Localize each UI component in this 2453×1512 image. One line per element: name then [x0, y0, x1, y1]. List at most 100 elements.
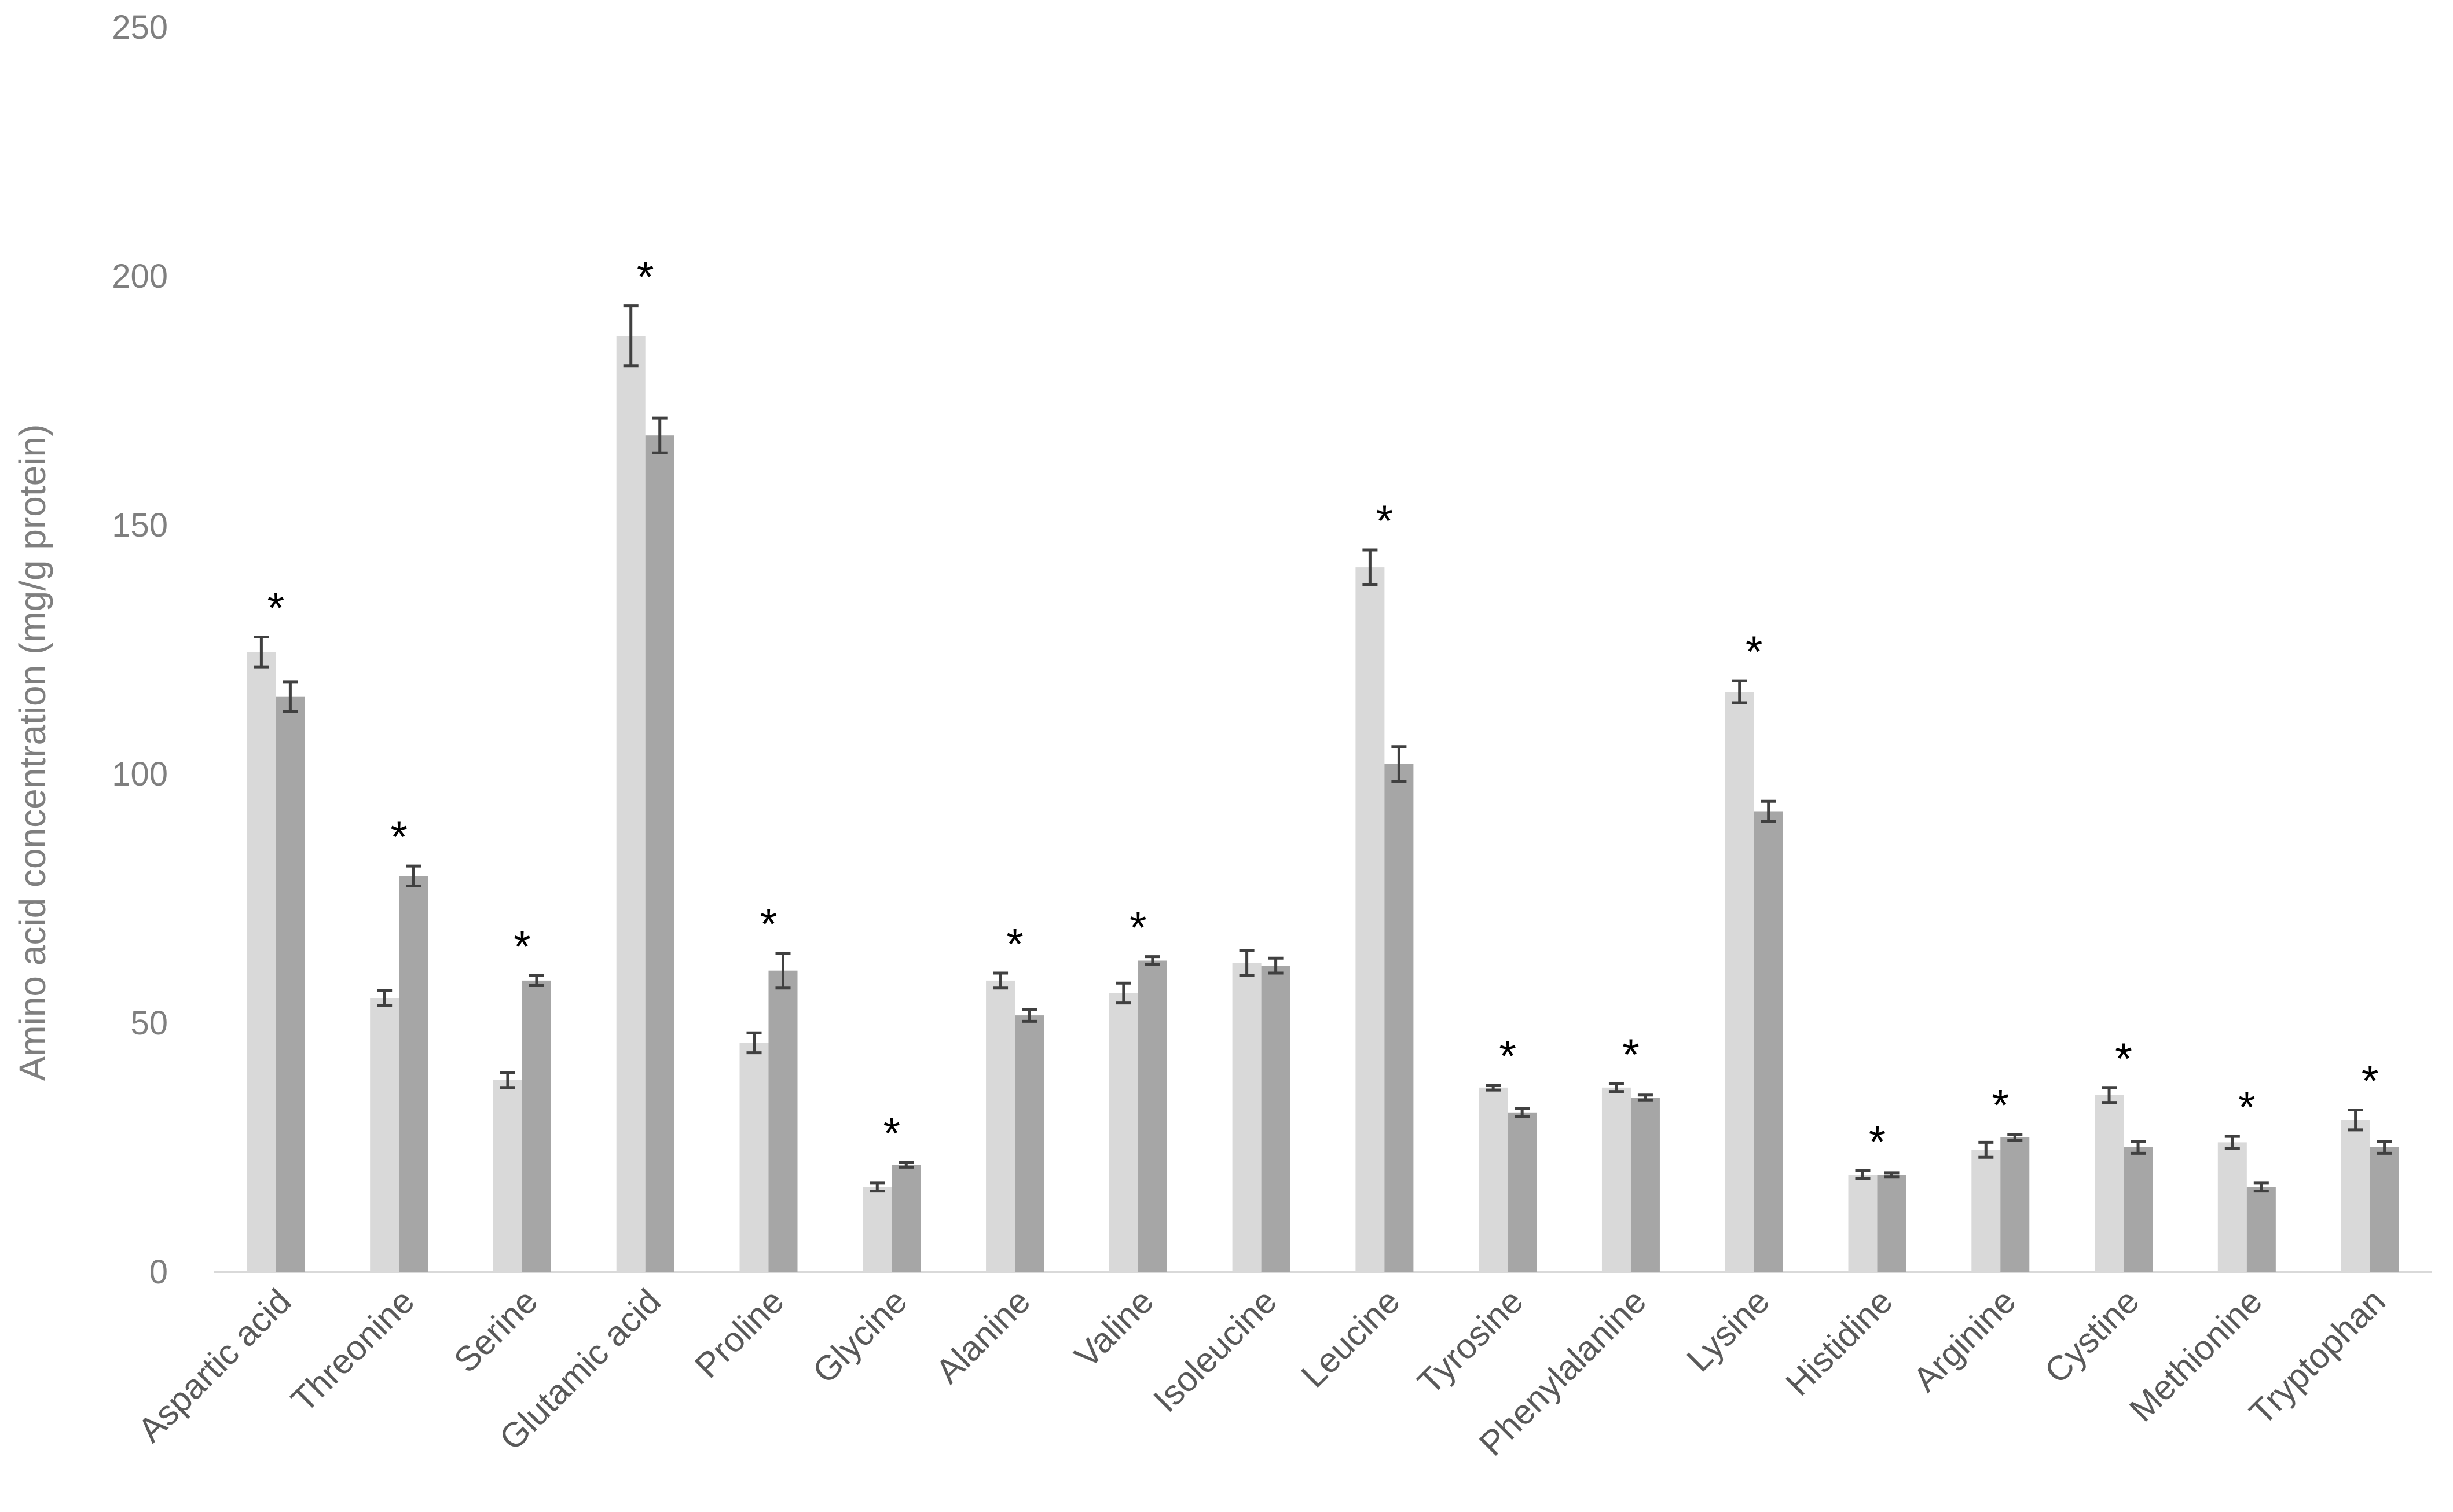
axis-layer: 0 50 100 150 200 250	[112, 9, 2432, 1291]
bar	[986, 980, 1015, 1272]
error-bar	[993, 971, 1009, 990]
significance-marker: *	[2362, 1057, 2379, 1106]
error-bar	[1391, 745, 1407, 783]
y-tick-label: 150	[112, 507, 168, 544]
error-bar	[1486, 1084, 1501, 1092]
significance-marker: *	[1130, 904, 1147, 953]
error-bar	[775, 952, 791, 990]
error-bar	[1239, 949, 1255, 977]
x-category-label: Aspartic acid	[130, 1282, 298, 1449]
error-bar	[2007, 1133, 2023, 1142]
significance-marker: *	[2238, 1083, 2256, 1132]
bar	[2000, 1137, 2030, 1272]
bar	[2246, 1187, 2276, 1272]
bar	[2370, 1147, 2399, 1272]
significance-marker: *	[1992, 1081, 2009, 1131]
bar	[2095, 1095, 2124, 1272]
error-bar-layer	[254, 304, 2392, 1193]
bar	[1384, 764, 1414, 1272]
error-bar	[377, 989, 393, 1007]
bar-layer	[247, 336, 2399, 1272]
x-category-label: Proline	[687, 1282, 791, 1385]
bar	[1109, 993, 1138, 1272]
bar	[1877, 1175, 1906, 1272]
error-bar	[1761, 799, 1776, 823]
x-category-label: Lysine	[1679, 1282, 1776, 1379]
x-category-label: Leucine	[1294, 1282, 1407, 1395]
y-tick-label: 200	[112, 258, 168, 295]
bar	[522, 980, 551, 1272]
significance-marker: *	[1499, 1032, 1516, 1081]
x-category-label: Cystine	[2037, 1282, 2146, 1391]
error-bar	[1515, 1107, 1530, 1118]
bar	[1725, 692, 1754, 1272]
x-category-label: Valine	[1067, 1282, 1161, 1375]
significance-marker: *	[883, 1109, 900, 1158]
y-axis-title: Amino acid concentration (mg/g protein)	[12, 424, 53, 1081]
bar	[1138, 960, 1167, 1272]
significance-marker: *	[1006, 920, 1024, 969]
significance-marker: *	[1869, 1117, 1886, 1166]
error-bar	[1855, 1169, 1871, 1180]
error-bar	[406, 864, 421, 887]
error-bar	[652, 416, 668, 454]
bar	[1355, 567, 1385, 1272]
bar	[1479, 1087, 1508, 1272]
bar	[276, 696, 305, 1272]
significance-marker: *	[1746, 627, 1763, 677]
x-category-label: Arginine	[1905, 1282, 2023, 1399]
x-category-label: Threonine	[284, 1282, 421, 1419]
error-bar	[1116, 981, 1131, 1005]
bar	[1015, 1015, 1044, 1272]
significance-marker: *	[637, 253, 654, 302]
bar	[2341, 1120, 2370, 1272]
error-bar	[623, 304, 639, 368]
bar	[493, 1080, 522, 1272]
bar	[1232, 963, 1262, 1272]
y-tick-label: 50	[130, 1004, 168, 1042]
error-bar	[2131, 1140, 2146, 1155]
y-tick-label: 100	[112, 755, 168, 793]
significance-marker: *	[267, 584, 285, 633]
x-category-label: Glycine	[805, 1282, 915, 1391]
error-bar	[2348, 1109, 2363, 1132]
bar	[1261, 966, 1290, 1272]
bar	[892, 1165, 921, 1272]
error-bar	[2253, 1181, 2269, 1193]
error-bar	[1732, 679, 1747, 704]
x-category-label: Isoleucine	[1146, 1282, 1284, 1419]
bar	[645, 435, 674, 1272]
error-bar	[2224, 1135, 2240, 1150]
bar	[2124, 1147, 2153, 1272]
significance-marker: *	[760, 900, 778, 949]
bar	[247, 652, 276, 1272]
error-bar	[1884, 1171, 1900, 1179]
x-category-label: Serine	[446, 1282, 545, 1380]
bar	[768, 970, 798, 1272]
y-tick-label: 250	[112, 9, 168, 46]
bar	[1508, 1112, 1537, 1272]
bar	[399, 876, 428, 1272]
error-bar	[254, 636, 269, 669]
error-bar	[746, 1031, 762, 1055]
bar	[370, 998, 399, 1272]
x-category-label: Tyrosine	[1410, 1282, 1531, 1402]
significance-marker: *	[1376, 497, 1394, 546]
bar	[1601, 1087, 1631, 1272]
significance-marker: *	[514, 922, 531, 971]
bar	[863, 1187, 892, 1272]
error-bar	[283, 680, 298, 713]
bar	[616, 336, 646, 1272]
x-category-label: Alanine	[928, 1282, 1037, 1391]
error-bar	[1637, 1093, 1653, 1102]
error-bar	[899, 1161, 914, 1169]
bar	[1630, 1098, 1660, 1272]
significance-marker: *	[2115, 1034, 2132, 1084]
error-bar	[1362, 548, 1378, 586]
error-bar	[1268, 956, 1284, 975]
x-category-label: Histidine	[1779, 1282, 1900, 1403]
error-bar	[1145, 955, 1160, 966]
